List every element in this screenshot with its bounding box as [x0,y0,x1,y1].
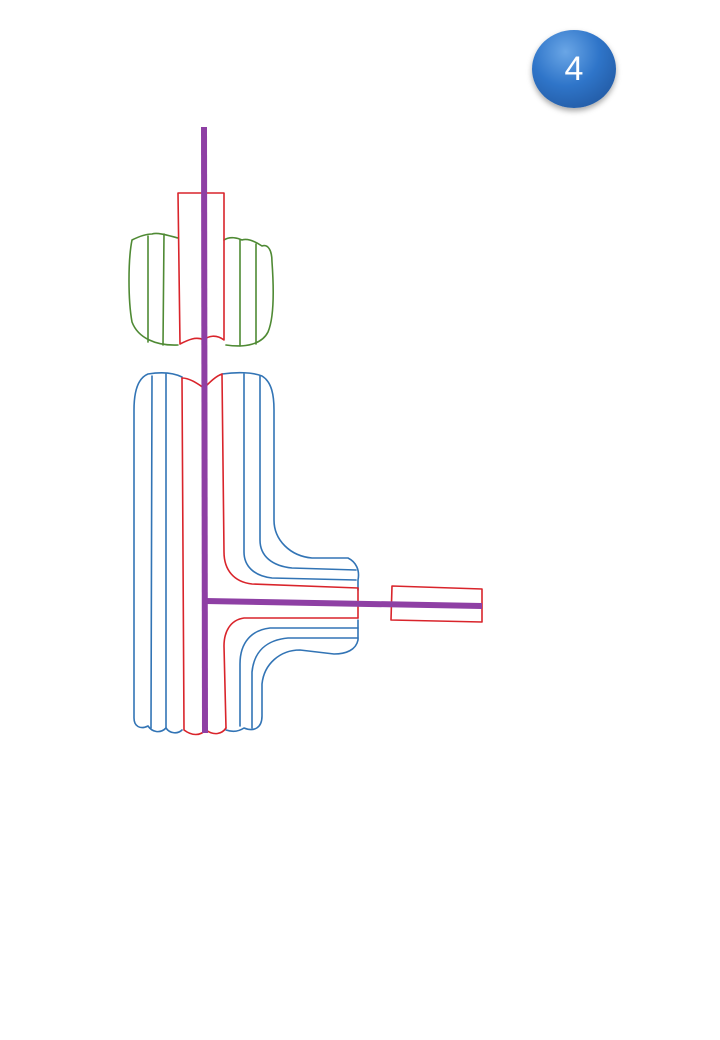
vertical-shaft [201,126,208,734]
lower-right-layer-line-1 [243,373,357,581]
lower-blue-layers [133,371,360,734]
lower-right-layer-line-2 [259,375,357,571]
branch-lower-layer-line-2 [251,637,359,729]
upper-right-outer-layer [223,236,274,347]
lower-core-left-edge [181,373,359,589]
lower-left-outer-layer [133,371,183,734]
branch-lower-layer-line-1 [239,627,359,727]
horizontal-shaft [204,598,483,609]
step-number-badge: 4 [532,30,616,108]
upper-core-outline [177,192,225,345]
upper-left-outer-layer [128,232,179,346]
lower-left-layer-line-1 [150,375,153,729]
upper-green-layers [128,232,274,347]
lower-red-core [181,373,359,736]
right-connector-outline [390,585,483,623]
upper-left-layer-line-2 [162,233,165,346]
right-red-connector [390,585,483,623]
branch-lower-outer-layer [225,619,359,733]
lower-right-outer-layer [221,371,360,591]
lower-core-branch-lower-edge [223,617,359,729]
purple-shaft [201,126,483,734]
upper-red-core [177,192,225,345]
